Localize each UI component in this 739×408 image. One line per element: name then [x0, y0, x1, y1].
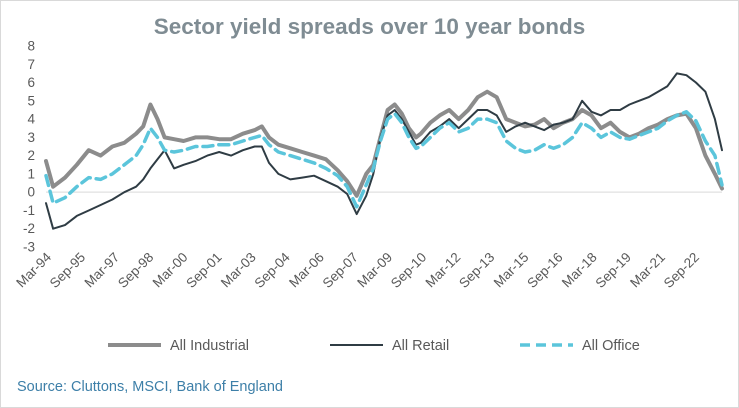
y-tick-label: 4 — [27, 112, 35, 127]
x-tick-label: Sep-19 — [593, 250, 634, 291]
x-axis: Mar-94Sep-95Mar-97Sep-98Mar-00Sep-01Mar-… — [13, 249, 702, 291]
x-tick-label: Mar-21 — [627, 250, 668, 291]
x-tick-label: Sep-10 — [388, 250, 429, 291]
x-tick-label: Mar-97 — [81, 250, 122, 291]
series-line-all-industrial — [44, 89, 724, 198]
x-tick-label: Sep-98 — [115, 250, 156, 291]
x-tick-label: Mar-94 — [13, 249, 54, 290]
y-tick-label: -2 — [23, 221, 35, 236]
series-group — [44, 72, 724, 230]
legend-label: All Retail — [392, 338, 449, 354]
y-tick-label: 8 — [27, 39, 35, 54]
x-tick-label: Sep-07 — [320, 250, 361, 291]
x-tick-label: Mar-12 — [423, 250, 464, 291]
chart-title: Sector yield spreads over 10 year bonds — [153, 14, 586, 39]
x-tick-label: Sep-95 — [47, 250, 88, 291]
legend: All Industrial All Retail All Office — [108, 338, 640, 354]
x-tick-label: Sep-16 — [524, 250, 565, 291]
y-tick-label: -3 — [23, 240, 35, 255]
y-tick-label: 2 — [27, 148, 35, 163]
x-tick-label: Mar-03 — [218, 250, 259, 291]
x-tick-label: Mar-15 — [491, 250, 532, 291]
series-line-all-retail — [45, 72, 723, 230]
x-tick-label: Mar-09 — [354, 250, 395, 291]
y-axis: -3 -2 -1 0 1 2 3 4 5 6 7 8 — [23, 39, 36, 255]
x-tick-label: Mar-18 — [559, 250, 600, 291]
y-tick-label: 7 — [27, 57, 35, 72]
y-tick-label: 3 — [27, 130, 35, 145]
y-tick-label: 6 — [27, 75, 35, 90]
x-tick-label: Sep-13 — [456, 250, 497, 291]
y-tick-label: 0 — [27, 185, 35, 200]
series-line-all-office — [44, 110, 724, 209]
source-note: Source: Cluttons, MSCI, Bank of England — [17, 379, 283, 395]
y-tick-label: 5 — [27, 93, 35, 108]
x-tick-label: Sep-22 — [661, 250, 702, 291]
legend-label: All Industrial — [170, 338, 249, 354]
x-tick-label: Mar-00 — [150, 250, 191, 291]
legend-label: All Office — [582, 338, 640, 354]
x-tick-label: Sep-04 — [251, 249, 293, 291]
y-tick-label: -1 — [23, 203, 35, 218]
x-tick-label: Mar-06 — [286, 250, 327, 291]
y-tick-label: 1 — [27, 166, 35, 181]
x-tick-label: Sep-01 — [183, 250, 224, 291]
